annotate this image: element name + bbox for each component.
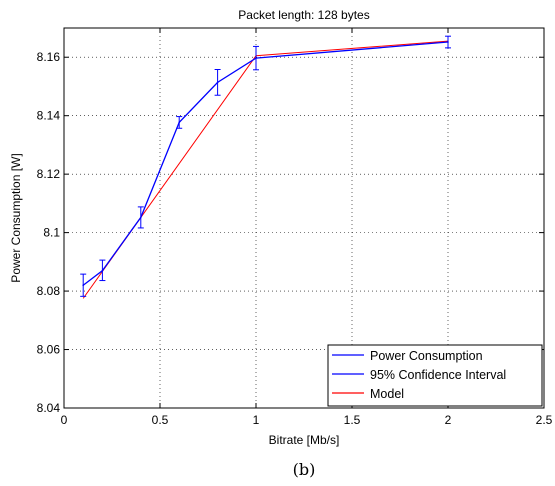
y-tick-label: 8.04 (37, 401, 61, 415)
y-axis-label: Power Consumption [W] (9, 153, 23, 282)
figure-caption: (b) (293, 460, 316, 479)
chart-title: Packet length: 128 bytes (238, 8, 369, 22)
x-tick-label: 1.5 (344, 413, 361, 427)
x-tick-label: 1 (253, 413, 260, 427)
data-point (447, 41, 449, 43)
y-tick-label: 8.12 (37, 167, 61, 181)
x-tick-label: 2.5 (536, 413, 553, 427)
y-tick-label: 8.06 (37, 343, 61, 357)
y-tick-label: 8.08 (37, 284, 61, 298)
legend-label: Model (370, 387, 404, 401)
x-axis-label: Bitrate [Mb/s] (269, 433, 340, 447)
y-tick-label: 8.14 (37, 109, 61, 123)
x-tick-label: 0.5 (152, 413, 169, 427)
axis-ticks: 0 0.5 1 1.5 2 2.5 8.04 8.06 8.08 8.1 8.12 8.14 8.16 (37, 28, 553, 427)
y-tick-label: 8.16 (37, 50, 61, 64)
data-point (140, 216, 142, 219)
legend: Power Consumption 95% Confidence Interval… (327, 344, 543, 407)
data-point (82, 284, 84, 287)
legend-label: 95% Confidence Interval (370, 368, 506, 382)
x-tick-label: 2 (445, 413, 452, 427)
series-layer (80, 35, 451, 299)
data-point (178, 121, 180, 124)
data-point (255, 57, 257, 59)
legend-label: Power Consumption (370, 349, 483, 363)
y-tick-label: 8.1 (43, 226, 60, 240)
data-point (216, 81, 219, 84)
data-point (101, 269, 104, 272)
plot-frame (63, 27, 545, 409)
x-tick-label: 0 (61, 413, 68, 427)
